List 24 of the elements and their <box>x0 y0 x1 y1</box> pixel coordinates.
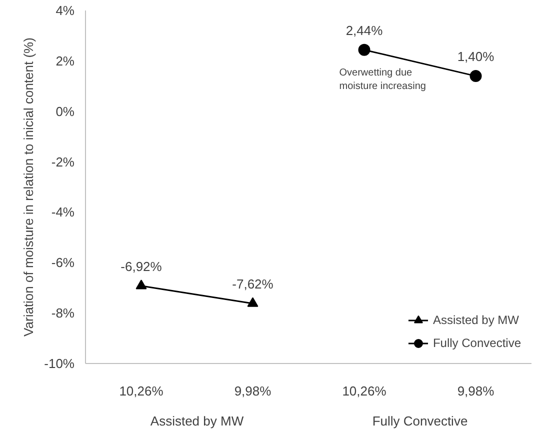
x-tick-label: 10,26% <box>119 384 164 398</box>
x-tick-label: 10,26% <box>342 384 387 398</box>
data-label: -6,92% <box>120 258 162 274</box>
text: Assisted by MW <box>150 414 244 428</box>
text: Fully Convective <box>372 414 468 428</box>
data-label: 1,40% <box>457 49 495 64</box>
point <box>470 70 482 82</box>
y-tick-label: -6% <box>51 255 75 270</box>
y-axis-title: Variation of moisture in relation to inicial content (%) <box>21 38 36 336</box>
y-tick-label: 0% <box>56 104 75 119</box>
y-tick-label: -8% <box>51 306 75 321</box>
y-tick-label: 4% <box>56 3 75 18</box>
legend-label: Fully Convective <box>432 336 521 350</box>
y-tick-label: -4% <box>51 204 75 220</box>
data-label: 2,44% <box>346 22 384 38</box>
y-tick-label: 2% <box>56 53 75 68</box>
y-tick-label: -2% <box>51 154 75 170</box>
x-tick-label: 9,98% <box>457 384 495 398</box>
x-tick-label: 9,98% <box>234 384 272 398</box>
legend-label: Assisted by MW <box>432 313 519 327</box>
data-label: -7,62% <box>232 276 274 292</box>
point <box>358 44 370 56</box>
annotation: Overwetting due moisture increasing <box>339 68 426 92</box>
y-tick-label: -10% <box>44 356 75 371</box>
